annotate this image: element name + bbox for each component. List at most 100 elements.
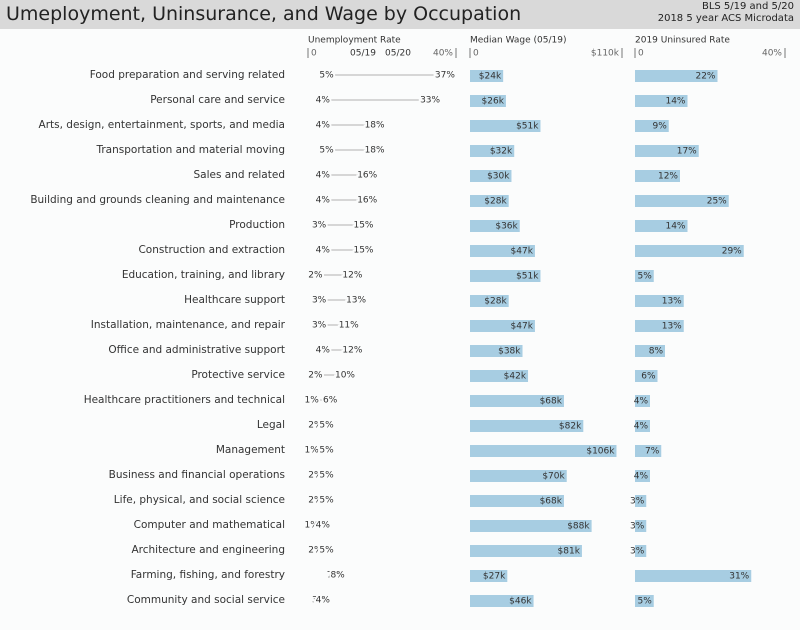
- unemployment-0519-label: 2%: [308, 371, 323, 381]
- wage-value-label: $30k: [487, 172, 510, 182]
- wage-column-title: Median Wage (05/19): [470, 36, 567, 46]
- unemployment-series-label-0519: 05/19: [350, 49, 376, 59]
- unemployment-0520-label: 5%: [319, 421, 334, 431]
- unemployment-0520-label: 8%: [330, 571, 345, 581]
- unemployment-0520-label: 16%: [357, 196, 377, 206]
- unemployment-0520-label: 5%: [319, 546, 334, 556]
- category-label: Food preparation and serving related: [90, 69, 285, 81]
- uninsured-bar: [635, 545, 647, 557]
- unemployment-0520-label: 16%: [357, 171, 377, 181]
- unemployment-0520-label: 6%: [323, 396, 338, 406]
- uninsured-value-label: 3%: [630, 497, 645, 507]
- unemployment-0519-label: 2%: [308, 546, 323, 556]
- unemployment-0520-label: 18%: [365, 121, 385, 131]
- wage-value-label: $42k: [504, 372, 527, 382]
- wage-value-label: $27k: [483, 572, 506, 582]
- wage-value-label: $24k: [479, 72, 502, 82]
- unemployment-0519-label: 1%: [305, 396, 320, 406]
- wage-value-label: $28k: [484, 297, 507, 307]
- unemployment-0520-label: 12%: [342, 271, 362, 281]
- uninsured-value-label: 22%: [695, 72, 715, 82]
- uninsured-value-label: 14%: [665, 222, 685, 232]
- wage-bar: [470, 270, 541, 282]
- category-label: Management: [216, 444, 285, 456]
- category-label: Production: [229, 219, 285, 231]
- uninsured-bar: [635, 470, 650, 482]
- category-label: Legal: [257, 419, 285, 431]
- unemployment-0519-label: 3%: [312, 221, 327, 231]
- unemployment-0520-label: 18%: [365, 146, 385, 156]
- wage-value-label: $68k: [540, 397, 563, 407]
- uninsured-value-label: 3%: [630, 547, 645, 557]
- uninsured-bar: [635, 195, 729, 207]
- category-label: Office and administrative support: [108, 344, 285, 356]
- unemployment-0519-label: 1%: [305, 521, 320, 531]
- unemployment-0519-label: 3%: [312, 296, 327, 306]
- uninsured-axis-max-label: 40%: [762, 49, 782, 59]
- unemployment-column-title: Unemployment Rate: [308, 36, 401, 46]
- wage-bar: [470, 595, 534, 607]
- unemployment-0520-label: 5%: [319, 496, 334, 506]
- header-bar: [0, 0, 800, 29]
- uninsured-value-label: 29%: [722, 247, 742, 257]
- category-label: Farming, fishing, and forestry: [131, 569, 285, 581]
- uninsured-bar: [635, 220, 688, 232]
- wage-value-label: $82k: [559, 422, 582, 432]
- unemployment-0520-label: 5%: [319, 471, 334, 481]
- wage-bar: [470, 70, 504, 82]
- uninsured-bar: [635, 270, 654, 282]
- uninsured-bar: [635, 145, 699, 157]
- unemployment-0519-label: 4%: [316, 121, 331, 131]
- unemployment-0520-label: 33%: [420, 96, 440, 106]
- category-label: Architecture and engineering: [131, 544, 285, 556]
- category-label: Construction and extraction: [138, 244, 285, 256]
- uninsured-bar: [635, 120, 669, 132]
- wage-bar: [470, 445, 617, 457]
- uninsured-bar: [635, 295, 684, 307]
- uninsured-bar: [635, 445, 662, 457]
- category-label: Installation, maintenance, and repair: [91, 319, 286, 331]
- wage-bar: [470, 120, 541, 132]
- unemployment-axis-max-label: 40%: [433, 49, 453, 59]
- wage-value-label: $51k: [516, 272, 539, 282]
- uninsured-bar: [635, 95, 688, 107]
- category-label: Community and social service: [127, 594, 285, 606]
- unemployment-0519-label: 4%: [316, 196, 331, 206]
- wage-value-label: $47k: [511, 322, 534, 332]
- uninsured-value-label: 3%: [630, 522, 645, 532]
- unemployment-0519-label: 4%: [316, 246, 331, 256]
- uninsured-value-label: 4%: [634, 397, 649, 407]
- unemployment-0519-label: 5%: [319, 146, 334, 156]
- uninsured-bar: [635, 495, 647, 507]
- uninsured-value-label: 13%: [662, 297, 682, 307]
- uninsured-bar: [635, 595, 654, 607]
- wage-bar: [470, 195, 509, 207]
- unemployment-0519-label: 2%: [308, 471, 323, 481]
- uninsured-bar: [635, 570, 752, 582]
- wage-bar: [470, 395, 564, 407]
- wage-bar: [470, 545, 582, 557]
- unemployment-0519-label: 5%: [319, 71, 334, 81]
- unemployment-0519-label: 2%: [308, 496, 323, 506]
- uninsured-value-label: 9%: [652, 122, 667, 132]
- uninsured-value-label: 17%: [677, 147, 697, 157]
- unemployment-0520-label: 4%: [316, 596, 331, 606]
- uninsured-bar: [635, 520, 647, 532]
- unemployment-0520-label: 11%: [339, 321, 359, 331]
- wage-bar: [470, 495, 564, 507]
- wage-value-label: $70k: [542, 472, 565, 482]
- wage-value-label: $81k: [558, 547, 581, 557]
- unemployment-0520-label: 15%: [353, 246, 373, 256]
- uninsured-value-label: 5%: [637, 597, 652, 607]
- uninsured-value-label: 13%: [662, 322, 682, 332]
- unemployment-0519-label: 4%: [316, 171, 331, 181]
- unemployment-0520-label: 5%: [319, 446, 334, 456]
- unemployment-0519-label: 2%: [308, 271, 323, 281]
- wage-value-label: $32k: [490, 147, 513, 157]
- uninsured-value-label: 31%: [729, 572, 749, 582]
- wage-bar: [470, 370, 529, 382]
- wage-bar: [470, 345, 523, 357]
- wage-bar: [470, 420, 584, 432]
- wage-value-label: $106k: [586, 447, 615, 457]
